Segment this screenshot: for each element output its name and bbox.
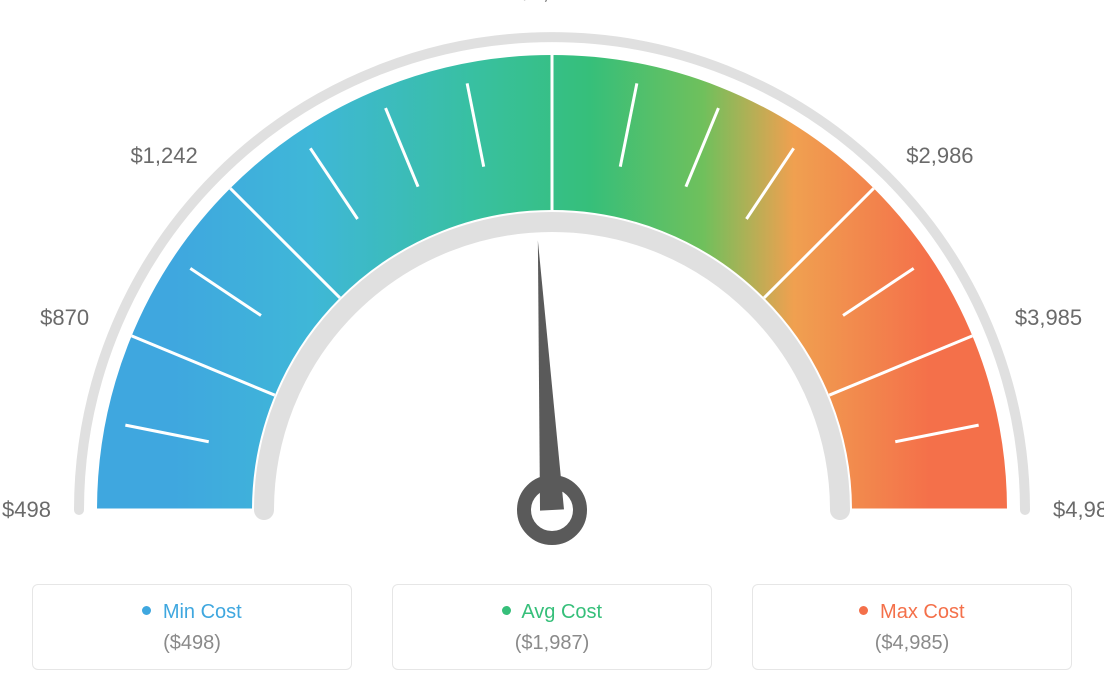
legend-dot-icon [859, 606, 868, 615]
gauge-tick-label: $1,242 [130, 143, 197, 169]
legend-card-min: Min Cost ($498) [32, 584, 352, 670]
legend-label: Avg Cost [521, 601, 602, 623]
legend-card-max: Max Cost ($4,985) [752, 584, 1072, 670]
gauge-chart [0, 0, 1104, 560]
legend-value: ($498) [33, 632, 351, 655]
gauge-tick-label: $2,986 [906, 143, 973, 169]
gauge-tick-label: $498 [2, 497, 51, 523]
gauge-tick-label: $4,985 [1053, 497, 1104, 523]
gauge-tick-label: $3,985 [1015, 305, 1082, 331]
legend-card-avg: Avg Cost ($1,987) [392, 584, 712, 670]
legend-dot-icon [142, 606, 151, 615]
legend-value: ($4,985) [753, 632, 1071, 655]
legend-value: ($1,987) [393, 632, 711, 655]
legend-label: Min Cost [163, 601, 242, 623]
gauge-tick-label: $870 [40, 305, 89, 331]
legend-label: Max Cost [880, 601, 964, 623]
legend-dot-icon [502, 606, 511, 615]
legend-row: Min Cost ($498) Avg Cost ($1,987) Max Co… [0, 584, 1104, 670]
gauge-container: $498 $870 $1,242 $1,987 $2,986 $3,985 $4,985 [0, 0, 1104, 560]
gauge-tick-label: $1,987 [518, 0, 585, 5]
